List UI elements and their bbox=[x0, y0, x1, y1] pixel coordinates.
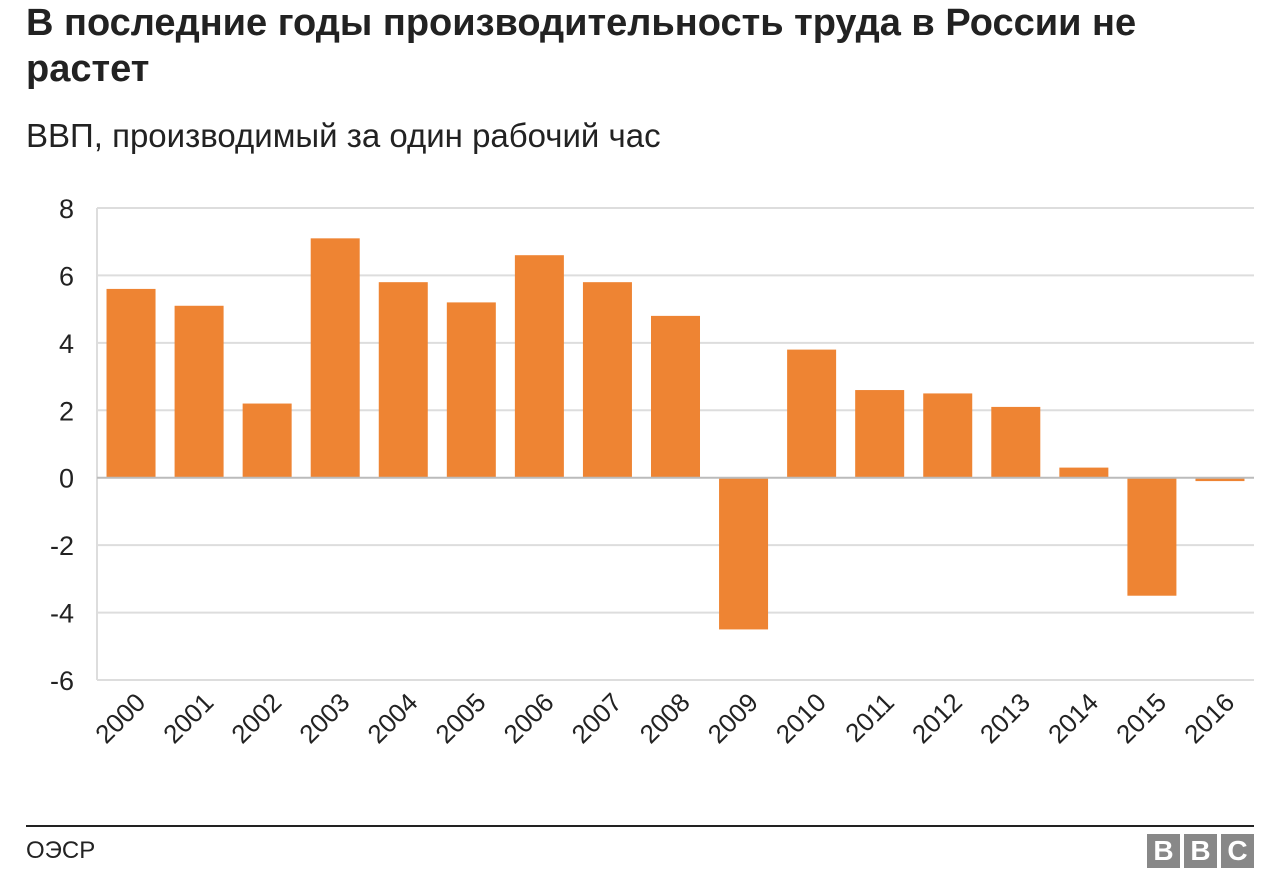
x-tick-label: 2016 bbox=[1178, 687, 1240, 749]
bar-2004 bbox=[378, 282, 428, 478]
bbc-logo-letter: B bbox=[1184, 834, 1217, 868]
x-tick-label: 2010 bbox=[770, 687, 832, 749]
x-tick-label: 2014 bbox=[1042, 687, 1104, 749]
x-tick-label: 2009 bbox=[702, 687, 764, 749]
x-tick-label: 2005 bbox=[429, 687, 491, 749]
x-tick-label: 2007 bbox=[566, 687, 628, 749]
bar-2006 bbox=[514, 255, 564, 478]
y-tick-label: 2 bbox=[59, 396, 74, 426]
bar-2012 bbox=[923, 393, 973, 478]
bar-2013 bbox=[991, 406, 1041, 478]
x-tick-label: 2003 bbox=[293, 687, 355, 749]
bar-2007 bbox=[582, 282, 632, 478]
bar-2009 bbox=[719, 477, 769, 630]
x-tick-label: 2011 bbox=[839, 687, 900, 748]
y-tick-label: 0 bbox=[59, 464, 74, 494]
x-tick-label: 2008 bbox=[634, 687, 696, 749]
source-label: ОЭСР bbox=[26, 837, 96, 864]
bbc-logo-letter: C bbox=[1221, 834, 1254, 868]
chart-subtitle: ВВП, производимый за один рабочий час bbox=[26, 117, 661, 154]
bbc-logo: B B C bbox=[1147, 834, 1255, 868]
x-tick-label: 2001 bbox=[157, 687, 219, 749]
x-tick-label: 2012 bbox=[906, 687, 968, 749]
footer-divider bbox=[26, 825, 1254, 827]
bar-2010 bbox=[787, 349, 837, 478]
bar-2011 bbox=[855, 390, 905, 478]
y-tick-label: 4 bbox=[59, 329, 74, 359]
y-tick-label: 6 bbox=[59, 261, 74, 291]
y-tick-label: -6 bbox=[50, 666, 74, 696]
y-tick-label: 8 bbox=[59, 194, 74, 224]
x-tick-label: 2015 bbox=[1110, 687, 1172, 749]
bbc-logo-letter: B bbox=[1147, 834, 1180, 868]
bar-2000 bbox=[106, 288, 156, 478]
bar-2016 bbox=[1195, 477, 1245, 482]
bar-2015 bbox=[1127, 477, 1177, 596]
bar-2005 bbox=[446, 302, 496, 478]
x-tick-label: 2002 bbox=[225, 687, 287, 749]
bar-2014 bbox=[1059, 467, 1109, 478]
x-tick-label: 2000 bbox=[89, 687, 151, 749]
x-tick-label: 2004 bbox=[361, 687, 423, 749]
bar-2002 bbox=[242, 403, 292, 478]
bar-2001 bbox=[174, 305, 224, 478]
bar-2008 bbox=[650, 315, 701, 478]
y-tick-label: -4 bbox=[50, 599, 74, 629]
x-tick-label: 2006 bbox=[498, 687, 560, 749]
y-tick-label: -2 bbox=[50, 531, 74, 561]
chart-title: В последние годы производительность труд… bbox=[26, 2, 1137, 90]
bar-2003 bbox=[310, 238, 360, 478]
x-tick-label: 2013 bbox=[974, 687, 1036, 749]
